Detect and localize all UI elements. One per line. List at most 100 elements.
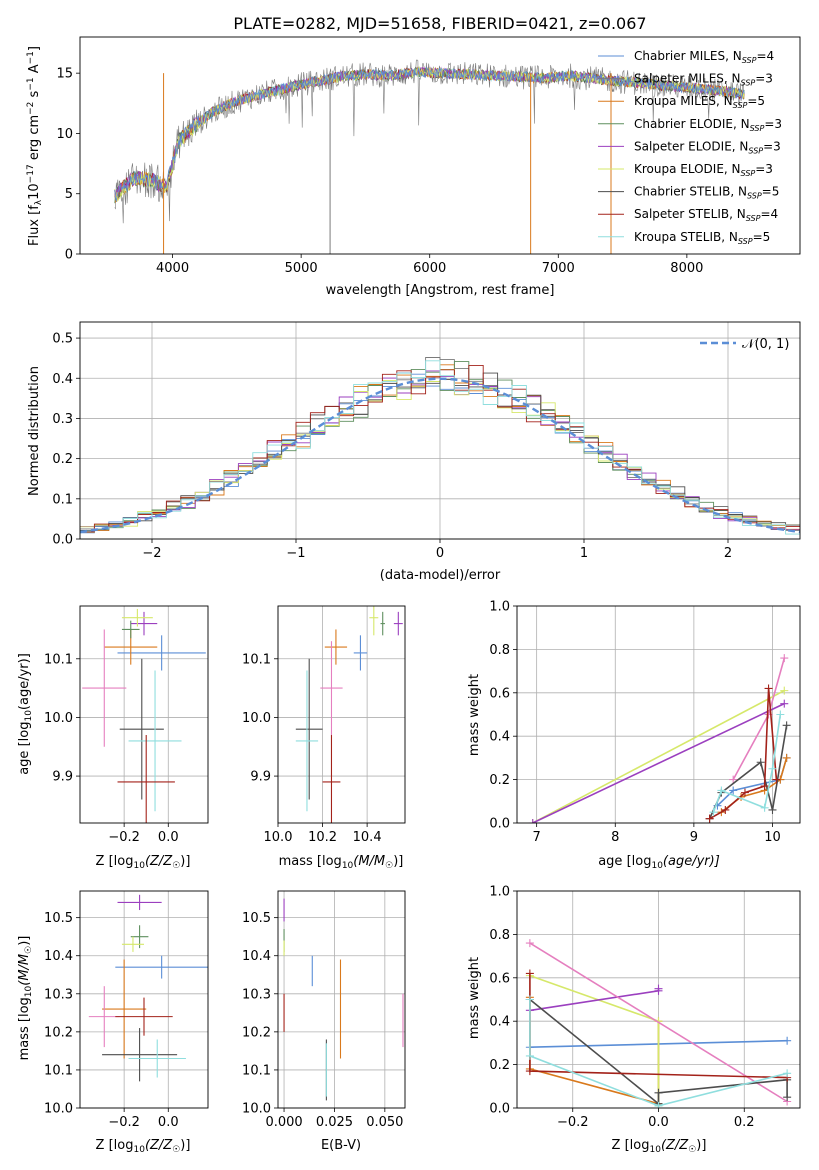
mass-vs-ebv-panel: 0.000 0.025 0.050 10.0 10.1 10.2 10.3 10.4 10.5 bbox=[242, 890, 406, 1130]
axes-frame bbox=[516, 890, 801, 1109]
y-tick-label: 10.1 bbox=[44, 1063, 73, 1078]
weight-marker-kroupa-stelib bbox=[654, 1101, 663, 1108]
weight-marker-kroupa-stelib bbox=[768, 764, 777, 773]
weight-marker-salpeter-elodie bbox=[780, 699, 789, 708]
spectrum-chabrier-miles bbox=[114, 66, 745, 202]
weight-vs-age-panel: 7 8 9 10 0.0 0.2 0.4 0.6 0.8 1.0 bbox=[489, 600, 801, 845]
y-tick-label: 10.1 bbox=[242, 1063, 271, 1078]
plot-area bbox=[82, 608, 206, 823]
weight-marker-salpeter-stelib bbox=[760, 782, 769, 791]
x-tick-label: 9 bbox=[690, 830, 698, 845]
weight-marker-chabrier-miles bbox=[729, 786, 738, 795]
weight-marker-salpeter-stelib bbox=[740, 788, 749, 797]
weight-marker-salpeter-stelib bbox=[525, 1067, 534, 1076]
x-tick-label: 10.2 bbox=[308, 830, 337, 845]
y-tick-label: 10.3 bbox=[44, 987, 73, 1002]
weight-marker-kroupa-stelib bbox=[709, 808, 718, 817]
x-tick-label: 10.0 bbox=[264, 830, 293, 845]
y-tick-label: 10.0 bbox=[242, 1102, 271, 1117]
y-tick-label: 0.2 bbox=[489, 773, 510, 788]
x-tick-label: −0.2 bbox=[108, 830, 140, 845]
y-tick-label: 0.8 bbox=[489, 928, 510, 943]
weight-line-pink bbox=[529, 942, 788, 1103]
weight-vs-age-ylabel: mass weight bbox=[467, 674, 482, 756]
x-tick-label: 8 bbox=[611, 830, 619, 845]
y-tick-label: 10 bbox=[56, 127, 73, 142]
weight-marker-salpeter-elodie bbox=[528, 819, 537, 823]
y-tick-label: 10.2 bbox=[242, 1025, 271, 1040]
y-tick-label: 0.2 bbox=[52, 452, 73, 467]
normal-curve bbox=[80, 377, 800, 534]
weight-line-pink bbox=[732, 657, 786, 780]
y-tick-label: 0.6 bbox=[489, 686, 510, 701]
spectrum-ylabel: Flux [fλ10−17 erg cm−2 s−1 A−1] bbox=[26, 46, 44, 246]
weight-marker-kroupa-stelib bbox=[783, 1069, 792, 1078]
y-tick-label: 0.4 bbox=[489, 1015, 510, 1030]
weight-marker-kroupa-stelib bbox=[776, 710, 785, 719]
y-tick-label: 10.0 bbox=[242, 711, 271, 726]
x-tick-label: 6000 bbox=[413, 261, 446, 276]
y-tick-label: 15 bbox=[56, 67, 73, 82]
x-tick-label: 1 bbox=[580, 546, 588, 561]
y-tick-label: 0.0 bbox=[489, 817, 510, 832]
x-tick-label: 0.0 bbox=[158, 1115, 179, 1130]
y-tick-label: 0.5 bbox=[52, 332, 73, 347]
axes-frame bbox=[277, 605, 406, 824]
y-tick-label: 10.3 bbox=[242, 987, 271, 1002]
y-tick-label: 9.9 bbox=[250, 770, 271, 785]
weight-marker-chabrier-miles bbox=[783, 1036, 792, 1045]
weight-line-kroupa-elodie bbox=[532, 689, 785, 823]
legend-label-salpeter-miles: Salpeter MILES, NSSP=3 bbox=[634, 72, 773, 88]
axes-frame bbox=[79, 605, 209, 824]
y-tick-label: 0.4 bbox=[489, 730, 510, 745]
x-tick-label: 5000 bbox=[285, 261, 318, 276]
age-vs-Z-ylabel: age [log10(age/yr)] bbox=[17, 653, 34, 775]
axes-frame bbox=[277, 890, 406, 1109]
weight-marker-pink bbox=[729, 775, 738, 784]
weight-marker-salpeter-stelib bbox=[721, 805, 730, 814]
x-tick-label: 0.050 bbox=[366, 1115, 403, 1130]
spectrum-xlabel: wavelength [Angstrom, rest frame] bbox=[326, 283, 555, 298]
x-tick-label: 0 bbox=[436, 546, 444, 561]
legend-label-kroupa-miles: Kroupa MILES, NSSP=5 bbox=[634, 94, 765, 110]
plot-area bbox=[114, 59, 745, 254]
weight-marker-chabrier-stelib bbox=[768, 805, 777, 814]
y-tick-label: 0 bbox=[65, 248, 73, 263]
y-tick-label: 5 bbox=[65, 187, 73, 202]
weight-marker-kroupa-miles bbox=[782, 753, 791, 762]
y-tick-label: 1.0 bbox=[489, 885, 510, 900]
legend-label-salpeter-stelib: Salpeter STELIB, NSSP=4 bbox=[634, 207, 778, 223]
residual-xlabel: (data-model)/error bbox=[380, 568, 501, 583]
y-tick-label: 9.9 bbox=[52, 770, 73, 785]
weight-line-salpeter-elodie bbox=[532, 702, 785, 823]
weight-marker-kroupa-stelib bbox=[717, 786, 726, 795]
weight-marker-chabrier-stelib bbox=[654, 1088, 663, 1097]
x-tick-label: 0.0 bbox=[648, 1115, 669, 1130]
legend-label-normal: 𝒩(0, 1) bbox=[742, 337, 789, 352]
y-tick-label: 0.4 bbox=[52, 372, 73, 387]
figure-title: PLATE=0282, MJD=51658, FIBERID=0421, z=0… bbox=[233, 14, 646, 33]
weight-marker-kroupa-stelib bbox=[525, 995, 534, 1004]
mass-vs-Z-ylabel: mass [log10(M/M☉)] bbox=[17, 936, 34, 1061]
axes-frame bbox=[79, 321, 801, 540]
x-tick-label: −1 bbox=[286, 546, 305, 561]
x-tick-label: 10 bbox=[764, 830, 781, 845]
x-tick-label: 8000 bbox=[670, 261, 703, 276]
weight-vs-age-xlabel: age [log10(age/yr)] bbox=[598, 854, 720, 871]
weight-line-salpeter-stelib bbox=[709, 688, 778, 820]
weight-marker-pink bbox=[780, 654, 789, 663]
y-tick-label: 10.5 bbox=[242, 911, 271, 926]
x-tick-label: 0.0 bbox=[158, 830, 179, 845]
weight-vs-Z-xlabel: Z [log10(Z/Z☉)] bbox=[612, 1138, 707, 1155]
y-tick-label: 0.8 bbox=[489, 643, 510, 658]
weight-marker-kroupa-elodie bbox=[780, 686, 789, 695]
y-tick-label: 10.0 bbox=[44, 711, 73, 726]
y-tick-label: 0.2 bbox=[489, 1058, 510, 1073]
x-tick-label: 0.000 bbox=[265, 1115, 302, 1130]
legend-label-kroupa-elodie: Kroupa ELODIE, NSSP=3 bbox=[634, 162, 773, 178]
legend-label-chabrier-elodie: Chabrier ELODIE, NSSP=3 bbox=[634, 117, 782, 133]
age-vs-Z-xlabel: Z [log10(Z/Z☉)] bbox=[96, 854, 191, 871]
x-tick-label: 10.4 bbox=[353, 830, 382, 845]
legend-label-salpeter-elodie: Salpeter ELODIE, NSSP=3 bbox=[634, 139, 781, 155]
